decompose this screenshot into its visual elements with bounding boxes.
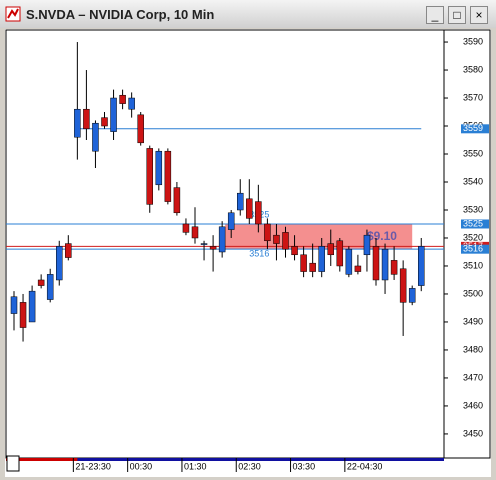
- candle-body: [327, 243, 334, 256]
- zone-low-label: 3516: [249, 249, 269, 259]
- candle-body: [173, 187, 181, 214]
- candle-body: [390, 260, 398, 275]
- candle-body: [291, 246, 298, 256]
- zone: [225, 223, 413, 250]
- session-bar: [6, 458, 444, 461]
- x-tick-label: 22-04:30: [347, 461, 383, 471]
- candle-body: [56, 246, 63, 281]
- maximize-button[interactable]: □: [448, 6, 466, 24]
- y-tick-label: 3520: [463, 232, 483, 242]
- candle-body: [146, 148, 153, 205]
- candle-body: [318, 246, 325, 272]
- chart: 3450 3460 3470 3480 3490 3500 3510 3520 3530 3540…: [5, 29, 491, 477]
- x-tick-label: 00:30: [130, 461, 153, 471]
- candle-body: [408, 288, 416, 303]
- close-button[interactable]: ×: [470, 6, 488, 24]
- candle-body: [354, 265, 362, 272]
- y-tick-label: 3470: [463, 372, 483, 382]
- candle-body: [209, 246, 217, 250]
- candle-body: [255, 201, 262, 225]
- level-tag: [461, 244, 489, 254]
- candle-body: [191, 226, 199, 239]
- app-icon: [5, 6, 21, 22]
- candle-body: [282, 232, 289, 250]
- candle-body: [381, 248, 389, 281]
- candle-body: [237, 192, 244, 211]
- candle-body: [46, 274, 54, 300]
- y-tick-label: 3490: [463, 316, 483, 326]
- candle-body: [418, 246, 425, 286]
- candle-body: [83, 108, 90, 130]
- candle-body: [264, 223, 271, 242]
- level-tag: [461, 124, 489, 134]
- candle-body: [200, 243, 208, 245]
- candle-body: [65, 243, 72, 258]
- y-tick-label: 3450: [463, 428, 483, 438]
- candle-body: [37, 279, 45, 286]
- y-tick-label: 3500: [463, 288, 483, 298]
- y-tick-label: 3550: [463, 148, 483, 158]
- x-tick-label: 21-23:30: [75, 461, 111, 471]
- title-bar: S.NVDA – NVIDIA Corp, 10 Min _ □ ×: [0, 0, 496, 28]
- candle-body: [246, 198, 253, 219]
- candle-body: [182, 223, 190, 233]
- level-label: 3525: [463, 218, 483, 228]
- y-tick-label: 3540: [463, 176, 483, 186]
- y-tick-label: 3590: [463, 36, 483, 46]
- candle-body: [336, 240, 344, 267]
- candle-body: [128, 97, 135, 110]
- candle-body: [309, 262, 316, 272]
- candle-body: [92, 122, 99, 152]
- zone-label: $9.10: [367, 229, 397, 243]
- level-label: 3516: [463, 244, 483, 254]
- candle-body: [10, 296, 18, 314]
- level-label: 3559: [463, 123, 483, 133]
- candle-body: [155, 150, 163, 186]
- candle-body: [273, 234, 280, 244]
- candle-body: [372, 246, 380, 281]
- y-tick-label: 3460: [463, 400, 483, 410]
- candle-body: [345, 248, 353, 275]
- x-tick-label: 02:30: [238, 461, 261, 471]
- candle-body: [101, 117, 108, 127]
- candle-body: [399, 268, 407, 303]
- candle-body: [300, 254, 307, 272]
- candle-body: [218, 226, 226, 253]
- candle-body: [227, 212, 235, 230]
- x-tick-label: 01:30: [184, 461, 207, 471]
- candle-body: [164, 150, 172, 202]
- candle-body: [119, 94, 126, 104]
- candle-body: [74, 108, 81, 138]
- y-tick-label: 3510: [463, 260, 483, 270]
- y-tick-label: 3480: [463, 344, 483, 354]
- candle-body: [19, 302, 27, 328]
- y-tick-label: 3570: [463, 92, 483, 102]
- candle-body: [363, 234, 371, 256]
- candle-body: [110, 97, 117, 132]
- candle-body: [137, 114, 144, 144]
- scroll-box: [6, 455, 20, 472]
- y-tick-label: 3580: [463, 64, 483, 74]
- session-bar-pre: [6, 458, 78, 461]
- candle-body: [28, 290, 36, 323]
- minimize-button[interactable]: _: [426, 6, 444, 24]
- level-tag: [461, 219, 489, 229]
- y-tick-label: 3530: [463, 204, 483, 214]
- x-tick-label: 03:30: [293, 461, 316, 471]
- window-title: S.NVDA – NVIDIA Corp, 10 Min: [26, 7, 215, 22]
